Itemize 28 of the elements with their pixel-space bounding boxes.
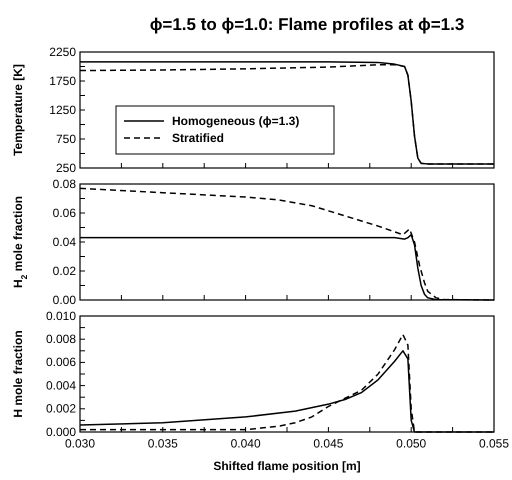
y-tick-label: 0.010 (46, 308, 76, 323)
y-tick-label: 0.006 (46, 355, 76, 370)
y-axis-title: Temperature [K] (11, 64, 25, 156)
y-tick-label: 0.000 (46, 424, 76, 439)
y-tick-label: 0.004 (46, 378, 76, 392)
chart-title: ϕ=1.5 to ϕ=1.0: Flame profiles at ϕ=1.3 (150, 15, 464, 34)
y-tick-label: 0.08 (52, 176, 76, 191)
x-tick-label: 0.050 (396, 436, 427, 451)
x-tick-label: 0.030 (64, 436, 96, 451)
legend-label: Homogeneous (ϕ=1.3) (172, 114, 300, 128)
x-axis-title: Shifted flame position [m] (213, 459, 361, 473)
x-tick-label: 0.040 (230, 436, 261, 451)
y-tick-label: 750 (56, 132, 76, 146)
x-tick-label: 0.045 (313, 436, 344, 451)
y-tick-label: 1250 (49, 102, 76, 117)
y-tick-label: 0.002 (46, 402, 76, 416)
y-tick-label: 1750 (49, 74, 76, 88)
y-tick-label: 0.04 (52, 234, 76, 249)
y-axis-title: H mole fraction (11, 330, 25, 418)
y-tick-label: 0.02 (52, 264, 76, 278)
legend-label: Stratified (172, 131, 224, 145)
y-tick-label: 0.008 (46, 332, 76, 346)
x-tick-label: 0.035 (148, 436, 178, 451)
y-tick-label: 250 (56, 160, 76, 175)
y-tick-label: 0.00 (52, 292, 76, 307)
x-tick-label: 0.055 (478, 436, 510, 451)
y-tick-label: 0.06 (52, 206, 76, 220)
y-tick-label: 2250 (49, 44, 76, 59)
